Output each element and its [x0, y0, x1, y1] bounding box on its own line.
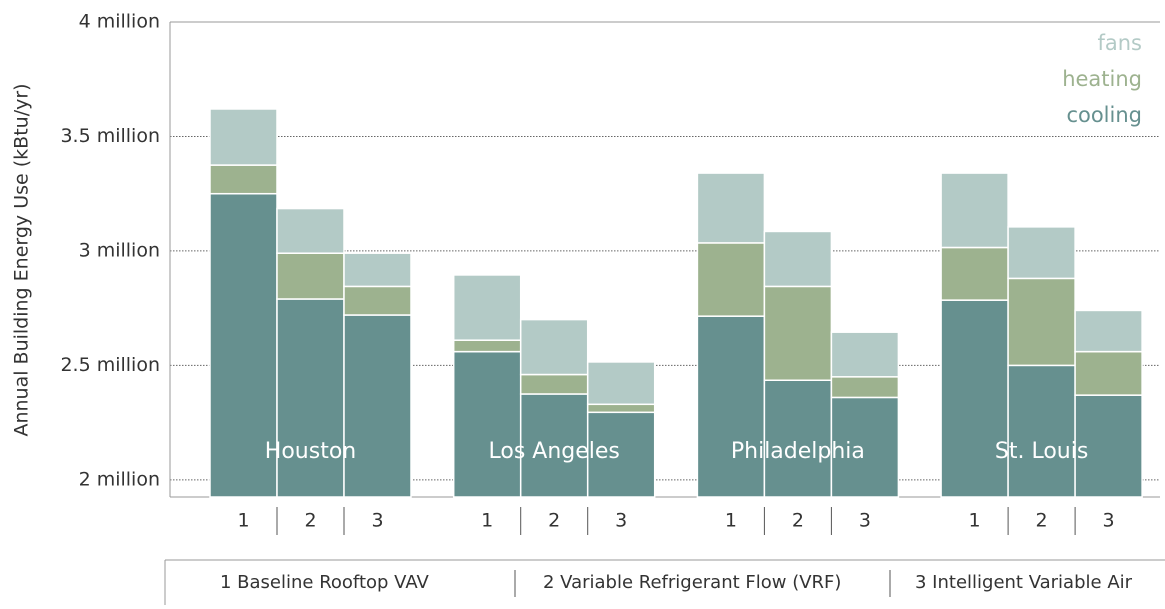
x-tick-label: 3 — [615, 510, 627, 532]
bar-segment — [519, 373, 589, 395]
bar-segment — [830, 331, 900, 378]
x-tick-label: 1 — [481, 510, 493, 532]
bar-segment — [1074, 394, 1143, 498]
x-tick-label: 2 — [1036, 510, 1048, 532]
y-tick-label: 2 million — [79, 468, 160, 490]
bar-segment — [696, 242, 766, 317]
bar-segment — [830, 376, 900, 399]
scenario-legend-entry: 3 Intelligent Variable Air — [915, 572, 1133, 593]
bar-segment — [696, 172, 766, 244]
bar-segment — [586, 411, 656, 498]
x-tick-label: 1 — [725, 510, 737, 532]
x-tick-label: 3 — [859, 510, 871, 532]
y-tick-label: 2.5 million — [60, 354, 160, 376]
x-tick-label: 1 — [969, 510, 981, 532]
bar-segment — [519, 318, 589, 376]
legend-entry: cooling — [1066, 103, 1142, 127]
bar-segment — [763, 285, 833, 382]
bar-segment — [343, 252, 412, 288]
bar-segment — [763, 230, 833, 288]
bar-segment — [276, 252, 345, 300]
bar-segment — [209, 164, 278, 195]
group-label: St. Louis — [995, 439, 1088, 464]
scenario-legend-entry: 2 Variable Refrigerant Flow (VRF) — [543, 572, 841, 593]
group-label: Philadelphia — [731, 439, 865, 464]
bar-segment — [586, 361, 656, 406]
bar-segment — [343, 314, 412, 498]
bar-segment — [1007, 277, 1076, 367]
x-tick-label: 2 — [548, 510, 560, 532]
bar-segment — [586, 403, 656, 414]
x-tick-label: 1 — [237, 510, 249, 532]
x-tick-label: 3 — [371, 510, 383, 532]
bar-segment — [452, 339, 522, 353]
scenario-legend-entry: 1 Baseline Rooftop VAV — [220, 572, 429, 593]
bar-segment — [209, 108, 278, 166]
legend-entry: heating — [1062, 67, 1142, 91]
bar-segment — [940, 172, 1009, 249]
legend-entry: fans — [1097, 31, 1142, 55]
group-label: Los Angeles — [489, 439, 620, 464]
x-tick-label: 2 — [304, 510, 316, 532]
y-tick-label: 3.5 million — [60, 125, 160, 147]
bar-segment — [1007, 226, 1076, 280]
bar-segment — [1074, 309, 1143, 353]
bar-segment — [1074, 350, 1143, 396]
y-tick-label: 4 million — [79, 11, 160, 33]
bar-segment — [452, 350, 522, 498]
bar-segment — [830, 396, 900, 498]
x-tick-label: 2 — [792, 510, 804, 532]
bar-segment — [452, 274, 522, 341]
bar-segment — [940, 299, 1009, 498]
y-axis-label: Annual Building Energy Use (kBtu/yr) — [11, 83, 33, 436]
bar-segment — [696, 315, 766, 498]
bar-segment — [276, 298, 345, 498]
bar-segment — [1007, 364, 1076, 498]
x-tick-label: 3 — [1103, 510, 1115, 532]
bar-segment — [276, 207, 345, 254]
bar-segment — [940, 246, 1009, 301]
group-label: Houston — [265, 439, 356, 464]
y-tick-label: 3 million — [79, 239, 160, 261]
bar-segment — [343, 285, 412, 316]
